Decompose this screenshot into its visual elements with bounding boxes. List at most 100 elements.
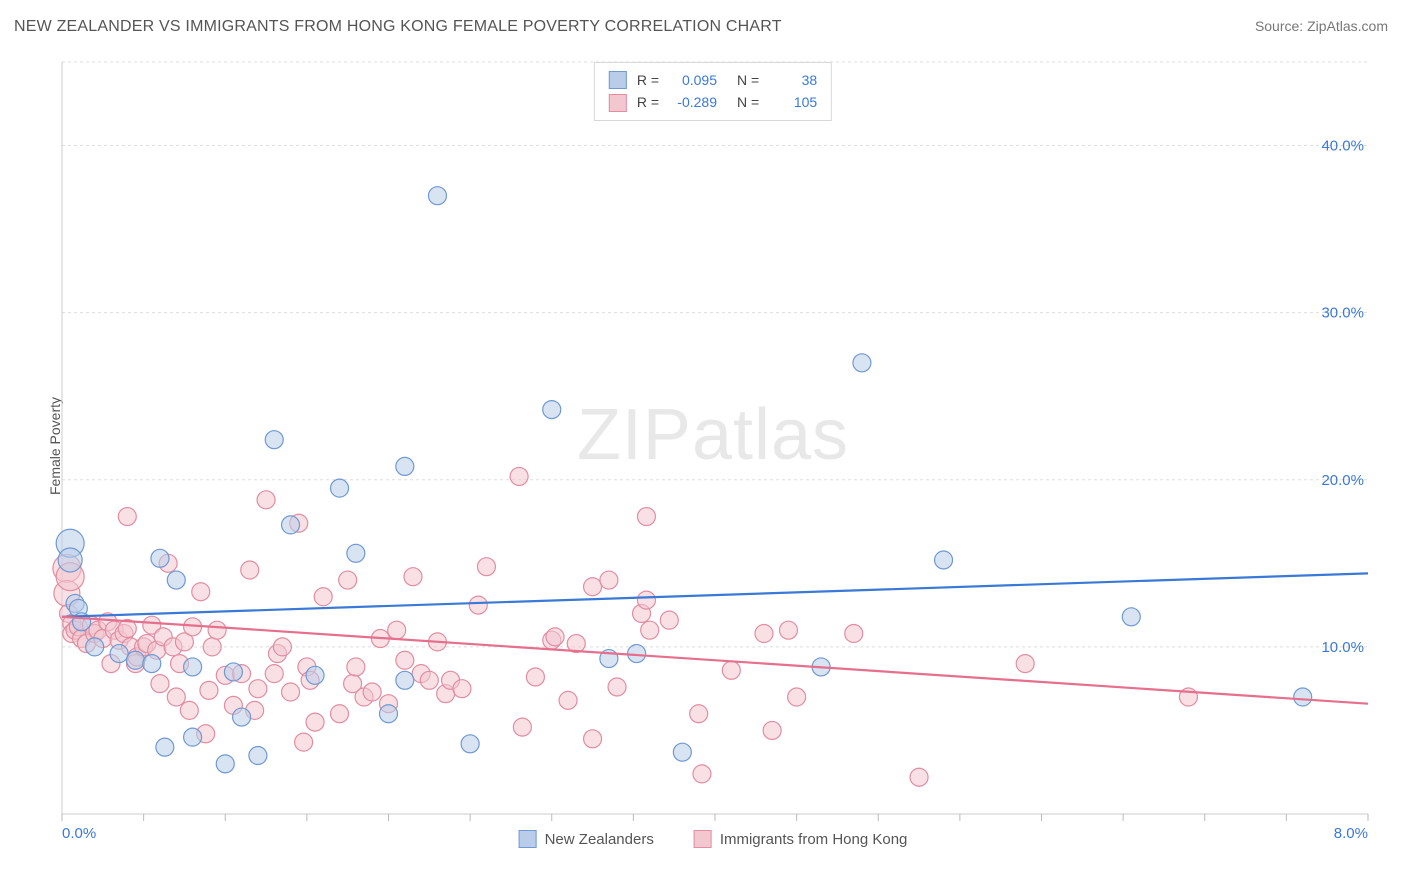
scatter-point (845, 625, 863, 643)
scatter-point (295, 733, 313, 751)
scatter-point (339, 571, 357, 589)
scatter-point (693, 765, 711, 783)
scatter-point (151, 549, 169, 567)
scatter-point (396, 457, 414, 475)
scatter-point (469, 596, 487, 614)
legend-swatch (609, 94, 627, 112)
regression-line (62, 573, 1368, 616)
scatter-point (156, 738, 174, 756)
legend-row: R = 0.095 N = 38 (609, 69, 817, 91)
scatter-point (763, 721, 781, 739)
legend-n-label: N = (737, 91, 759, 113)
scatter-point (151, 675, 169, 693)
scatter-point (1016, 655, 1034, 673)
scatter-point (257, 491, 275, 509)
svg-text:10.0%: 10.0% (1321, 639, 1364, 656)
scatter-point (331, 705, 349, 723)
scatter-point (380, 705, 398, 723)
scatter-point (249, 680, 267, 698)
scatter-point (216, 755, 234, 773)
source-attribution: Source: ZipAtlas.com (1255, 18, 1388, 34)
scatter-point (660, 611, 678, 629)
scatter-point (331, 479, 349, 497)
scatter-point (200, 681, 218, 699)
source-name: ZipAtlas.com (1307, 18, 1388, 34)
scatter-point (396, 671, 414, 689)
chart-title: NEW ZEALANDER VS IMMIGRANTS FROM HONG KO… (14, 18, 782, 36)
svg-text:0.0%: 0.0% (62, 825, 96, 842)
scatter-point (265, 665, 283, 683)
scatter-point (224, 663, 242, 681)
scatter-point (58, 548, 82, 572)
scatter-point (306, 713, 324, 731)
scatter-point (404, 568, 422, 586)
scatter-point (543, 401, 561, 419)
series-legend-item: New Zealanders (519, 830, 654, 848)
scatter-point (314, 588, 332, 606)
scatter-point (453, 680, 471, 698)
scatter-point (184, 658, 202, 676)
svg-text:8.0%: 8.0% (1334, 825, 1368, 842)
scatter-point (510, 467, 528, 485)
legend-n-value: 105 (769, 91, 817, 113)
scatter-point (282, 683, 300, 701)
scatter-point (637, 591, 655, 609)
scatter-point (600, 571, 618, 589)
scatter-point (396, 651, 414, 669)
scatter-point (853, 354, 871, 372)
scatter-point (203, 638, 221, 656)
legend-swatch (694, 830, 712, 848)
scatter-point (526, 668, 544, 686)
scatter-point (513, 718, 531, 736)
scatter-point (273, 638, 291, 656)
scatter-point (584, 578, 602, 596)
scatter-point (241, 561, 259, 579)
scatter-point (584, 730, 602, 748)
scatter-point (1122, 608, 1140, 626)
scatter-point (428, 187, 446, 205)
legend-r-value: -0.289 (669, 91, 717, 113)
series-name: Immigrants from Hong Kong (720, 831, 908, 848)
legend-n-value: 38 (769, 69, 817, 91)
scatter-point (690, 705, 708, 723)
legend-row: R = -0.289 N = 105 (609, 91, 817, 113)
scatter-point (641, 621, 659, 639)
correlation-legend: R = 0.095 N = 38 R = -0.289 N = 105 (594, 62, 832, 121)
scatter-point (167, 571, 185, 589)
legend-r-label: R = (637, 91, 659, 113)
scatter-point (477, 558, 495, 576)
scatter-point (347, 544, 365, 562)
scatter-point (420, 671, 438, 689)
legend-swatch (609, 71, 627, 89)
scatter-point (779, 621, 797, 639)
scatter-point (233, 708, 251, 726)
legend-swatch (519, 830, 537, 848)
scatter-point (249, 747, 267, 765)
scatter-point (347, 658, 365, 676)
legend-r-value: 0.095 (669, 69, 717, 91)
series-legend-item: Immigrants from Hong Kong (694, 830, 908, 848)
scatter-point (788, 688, 806, 706)
scatter-point (265, 431, 283, 449)
legend-r-label: R = (637, 69, 659, 91)
scatter-point (192, 583, 210, 601)
source-prefix: Source: (1255, 18, 1307, 34)
scatter-point (388, 621, 406, 639)
scatter-point (461, 735, 479, 753)
scatter-point (637, 508, 655, 526)
series-legend: New Zealanders Immigrants from Hong Kong (519, 830, 908, 848)
scatter-point (180, 701, 198, 719)
svg-text:40.0%: 40.0% (1321, 138, 1364, 155)
scatter-point (755, 625, 773, 643)
scatter-point (118, 508, 136, 526)
plot-area: ZIPatlas 10.0%20.0%30.0%40.0%0.0%8.0% R … (48, 56, 1378, 846)
chart-svg: 10.0%20.0%30.0%40.0%0.0%8.0% (48, 56, 1378, 846)
legend-n-label: N = (737, 69, 759, 91)
scatter-point (184, 728, 202, 746)
scatter-point (1294, 688, 1312, 706)
scatter-point (363, 683, 381, 701)
scatter-point (167, 688, 185, 706)
scatter-point (86, 638, 104, 656)
scatter-point (306, 666, 324, 684)
scatter-point (910, 768, 928, 786)
